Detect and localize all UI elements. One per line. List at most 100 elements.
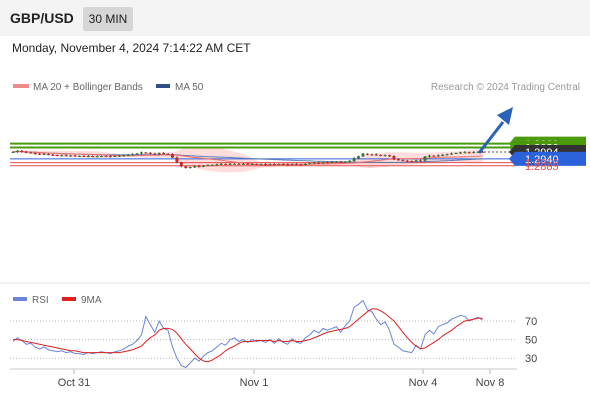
candle-body: [117, 155, 121, 157]
candle-body: [423, 156, 427, 161]
rsi-legend-label: RSI: [32, 295, 49, 306]
candle-body: [241, 163, 245, 165]
candle: [60, 154, 64, 157]
candle: [82, 155, 86, 157]
candle: [334, 161, 338, 164]
candle: [64, 154, 68, 157]
candle: [365, 153, 369, 156]
candle: [51, 153, 55, 156]
candle: [423, 155, 427, 162]
candle-body: [122, 155, 126, 157]
candle-body: [410, 160, 414, 162]
candle: [259, 163, 263, 166]
rsi-tick-label: 70: [525, 316, 537, 328]
candle-body: [126, 154, 130, 156]
candle: [95, 155, 99, 158]
candle: [157, 152, 161, 156]
candle-body: [286, 164, 290, 166]
candle: [153, 152, 157, 155]
x-tick-label: Oct 31: [58, 377, 90, 389]
candle: [113, 155, 117, 158]
candle-body: [339, 161, 343, 163]
candle: [379, 154, 383, 157]
candle: [405, 159, 409, 162]
candle: [73, 154, 77, 157]
candle-body: [148, 152, 152, 154]
candle-body: [334, 161, 338, 163]
ma50-swatch: [156, 84, 170, 88]
candle-body: [432, 155, 436, 157]
candle-body: [321, 162, 325, 164]
candle-body: [308, 163, 312, 165]
candle: [126, 154, 130, 157]
candle: [481, 150, 485, 153]
rsi-tick-label: 50: [525, 335, 537, 347]
candle: [250, 163, 254, 166]
rsi-ma-line: [13, 308, 483, 363]
candle: [42, 153, 46, 156]
candle: [135, 152, 139, 155]
candle: [193, 165, 197, 168]
candle: [361, 152, 365, 157]
support-label: 1.2910: [525, 158, 559, 170]
rsi-grid: 70 50 30: [10, 316, 537, 365]
candle: [392, 155, 396, 161]
ma20-swatch: [13, 84, 29, 88]
candle: [108, 155, 112, 158]
candle-body: [352, 158, 356, 161]
candle-body: [82, 155, 86, 157]
candle-body: [414, 160, 418, 162]
candle-body: [11, 151, 15, 153]
forecast-arrow: [477, 107, 513, 154]
candle: [281, 163, 285, 166]
candle-body: [215, 164, 219, 166]
pivot-tag: [515, 151, 586, 166]
candle: [472, 151, 476, 154]
candle: [264, 163, 268, 166]
candle: [454, 152, 458, 155]
candle-body: [153, 153, 157, 155]
candle-body: [326, 162, 330, 164]
candle-body: [290, 164, 294, 166]
candle-body: [436, 155, 440, 157]
candle: [206, 164, 210, 167]
candle-body: [20, 150, 24, 152]
candle: [201, 165, 205, 168]
candle-body: [312, 162, 316, 164]
candle-body: [405, 160, 409, 162]
candle-body: [419, 160, 423, 162]
candle: [219, 163, 223, 166]
candle-body: [458, 152, 462, 154]
candle: [166, 153, 170, 155]
x-tick-label: Nov 4: [409, 377, 438, 389]
candle: [46, 153, 50, 156]
candle-body: [170, 154, 174, 158]
candle: [272, 163, 276, 166]
candle-body: [157, 153, 161, 155]
forecast-arrow-head: [497, 107, 513, 125]
candle: [24, 151, 28, 154]
candle-body: [162, 153, 166, 155]
candle-body: [454, 153, 458, 155]
candle-body: [317, 162, 321, 164]
candle-body: [277, 164, 281, 166]
ma50-legend-label: MA 50: [175, 82, 204, 93]
candle: [450, 152, 454, 155]
candle-body: [303, 163, 307, 165]
candle-body: [166, 153, 170, 155]
candle: [317, 161, 321, 164]
forecast-arrow-shaft: [477, 121, 505, 154]
candle-body: [259, 164, 263, 166]
candle: [197, 165, 201, 168]
candle: [463, 151, 467, 154]
rsi-legend: RSI 9MA: [13, 295, 102, 306]
candle-body: [69, 155, 73, 157]
main-legend: MA 20 + Bollinger Bands MA 50 Research ©…: [13, 82, 580, 93]
timeframe-button[interactable]: 30 MIN: [83, 7, 133, 31]
candle: [427, 154, 431, 158]
candle-body: [250, 164, 254, 166]
candle: [241, 162, 245, 165]
candle-body: [481, 151, 485, 153]
